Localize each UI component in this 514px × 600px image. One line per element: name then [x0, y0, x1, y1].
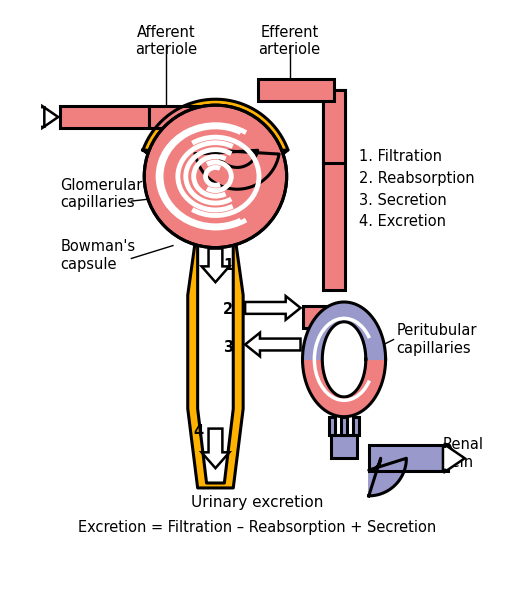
FancyArrow shape [201, 428, 229, 468]
Text: Efferent
arteriole: Efferent arteriole [259, 25, 321, 58]
Bar [149, 106, 217, 128]
Bar [258, 79, 334, 101]
FancyArrow shape [443, 445, 465, 472]
Text: Urinary excretion: Urinary excretion [191, 495, 323, 510]
FancyArrow shape [201, 248, 229, 282]
Text: 3. Secretion: 3. Secretion [359, 193, 447, 208]
FancyArrow shape [245, 296, 301, 320]
Text: 1. Filtration: 1. Filtration [359, 149, 442, 164]
Text: Glomerular
capillaries: Glomerular capillaries [60, 178, 142, 211]
Polygon shape [303, 359, 386, 417]
FancyArrow shape [42, 106, 58, 128]
Bar [303, 306, 334, 328]
Text: 2: 2 [224, 302, 233, 317]
Bar [195, 117, 217, 141]
Text: 4: 4 [194, 424, 204, 439]
Bar [331, 434, 357, 458]
Polygon shape [143, 99, 288, 159]
Bar [369, 445, 448, 471]
Polygon shape [195, 150, 279, 189]
Bar [323, 90, 345, 290]
Text: Afferent
arteriole: Afferent arteriole [135, 25, 197, 58]
Bar [60, 106, 149, 128]
Text: Bowman's
capsule: Bowman's capsule [60, 239, 135, 272]
Polygon shape [303, 302, 386, 359]
Text: 3: 3 [224, 340, 233, 355]
Polygon shape [322, 322, 366, 397]
Text: 4. Excretion: 4. Excretion [359, 214, 446, 229]
Ellipse shape [144, 105, 287, 248]
Text: 1: 1 [224, 258, 234, 273]
Text: Peritubular
capillaries: Peritubular capillaries [396, 323, 477, 356]
Bar [353, 417, 359, 434]
Text: Excretion = Filtration – Reabsorption + Secretion: Excretion = Filtration – Reabsorption + … [78, 520, 436, 535]
Polygon shape [369, 458, 407, 496]
Text: Renal
vein: Renal vein [443, 437, 484, 470]
Text: 2. Reabsorption: 2. Reabsorption [359, 171, 474, 186]
Bar [341, 417, 347, 434]
FancyArrow shape [245, 332, 301, 356]
Polygon shape [143, 150, 288, 488]
Bar [323, 90, 345, 163]
Bar [329, 417, 335, 434]
